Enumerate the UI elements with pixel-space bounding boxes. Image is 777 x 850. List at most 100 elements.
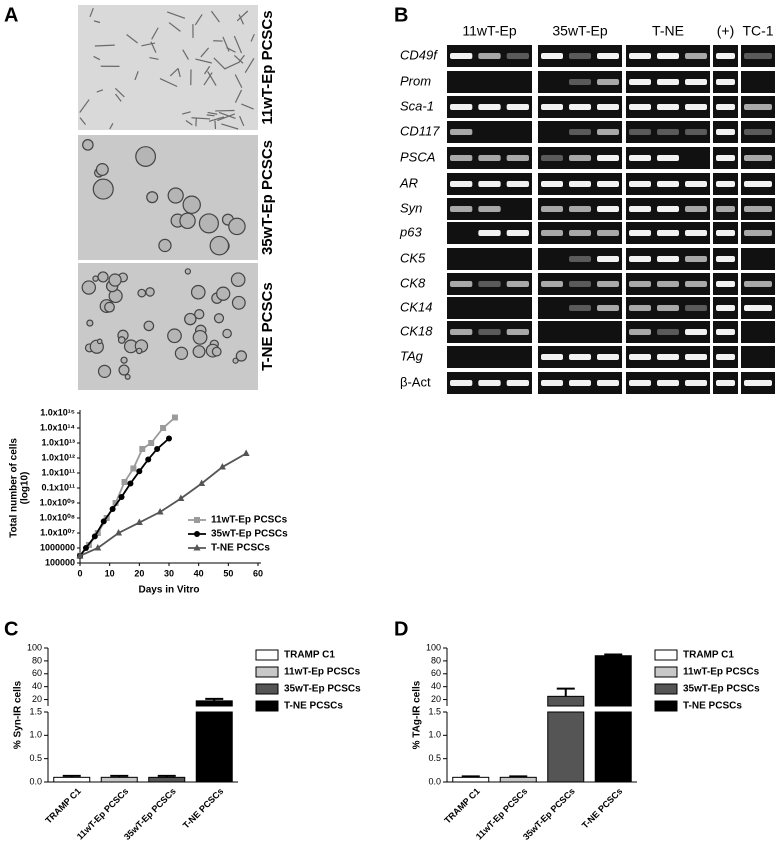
gel-band [629,380,651,386]
cell-process [159,78,178,88]
y-axis-label: (log10) [20,472,31,505]
gel-column-label: T-NE [652,23,684,39]
sphere [167,328,182,344]
sphere [184,268,192,275]
gel-band [450,129,473,135]
gel-band [744,181,772,187]
marker [115,529,123,536]
gel-band [657,104,679,110]
y-tick-label: 1.0x10¹² [41,452,75,462]
gel-band [685,230,707,236]
gel-band [657,256,679,262]
legend-swatch [654,700,678,712]
bar [195,700,233,707]
gel-band [744,53,772,59]
y-tick-label: 1.5 [29,706,42,716]
gel-row-label: CK18 [400,323,433,338]
gel-band [629,305,651,311]
x-tick-label: 30 [164,568,174,578]
gel-band [685,53,707,59]
marker [121,479,128,486]
marker [160,425,167,431]
gel-band [657,305,679,311]
cell-process [79,117,86,125]
cell-process [233,54,244,64]
legend-label: T-NE PCSCs [211,543,270,554]
cell-process [177,68,181,78]
gel-band [629,256,651,262]
gel-band [450,181,473,187]
cell-process [114,87,125,98]
cell-process [213,57,226,70]
gel-band [629,206,651,212]
marker [171,414,178,421]
gel-band [657,329,679,335]
gel-band [478,206,501,212]
gel-band [569,380,591,386]
sphere [158,238,172,253]
cell-process [79,99,90,113]
sphere [174,346,189,360]
x-tick-label: 10 [105,568,115,578]
y-tick-label: 80 [431,655,441,665]
gel-band [541,206,563,212]
cell-process [224,61,239,70]
gel-band [478,329,501,335]
sphere [135,146,157,167]
gel-band [657,281,679,287]
sphere [222,328,232,339]
gel-band [450,329,473,335]
y-tick-label: 0.5 [29,753,42,763]
sphere [92,275,99,282]
cell-process [238,54,245,64]
gel-band [629,329,651,335]
bar [594,655,632,707]
marker [130,465,137,472]
cell-process [195,58,212,64]
gel-band [657,206,679,212]
legend-marker [194,531,200,537]
cell-process [166,11,186,19]
gel-band [541,230,563,236]
cell-process [234,74,243,88]
gel-band [597,79,619,85]
legend-swatch [255,700,279,712]
gel-band [569,230,591,236]
sphere [97,271,109,283]
gel-lane-block [538,321,622,343]
gel-band [716,181,735,187]
marker [100,518,107,525]
gel-band [716,305,735,311]
gel-lane-block [741,248,775,270]
legend-label: 11wT-Ep PCSCs [683,667,760,678]
gel-band [629,79,651,85]
gel-band [657,230,679,236]
bar [100,776,138,783]
gel-band [597,104,619,110]
sphere [108,273,122,287]
gel-band [450,206,473,212]
cell-process [149,56,159,60]
gel-band [597,354,619,360]
gel-band [744,380,772,386]
gel-band [450,53,473,59]
micrograph [78,5,258,130]
y-tick-label: 1.0x10⁰⁸ [40,512,75,522]
y-tick-label: 1.0x10⁰⁷ [40,527,75,537]
legend-label: TRAMP C1 [284,650,335,661]
gel-row-label: CK14 [400,299,433,314]
marker [112,500,119,506]
cell-process [169,67,179,77]
gel-band [569,256,591,262]
y-tick-label: 1.5 [428,706,441,716]
gel-band [716,256,735,262]
sphere [146,191,159,204]
cell-process [194,14,203,26]
y-tick-label: 20 [431,694,441,704]
gel-band [450,155,473,161]
cell-process [126,34,138,44]
marker [154,445,161,452]
gel-band [685,104,707,110]
gel-band [685,305,707,311]
y-tick-label: 60 [32,668,42,678]
